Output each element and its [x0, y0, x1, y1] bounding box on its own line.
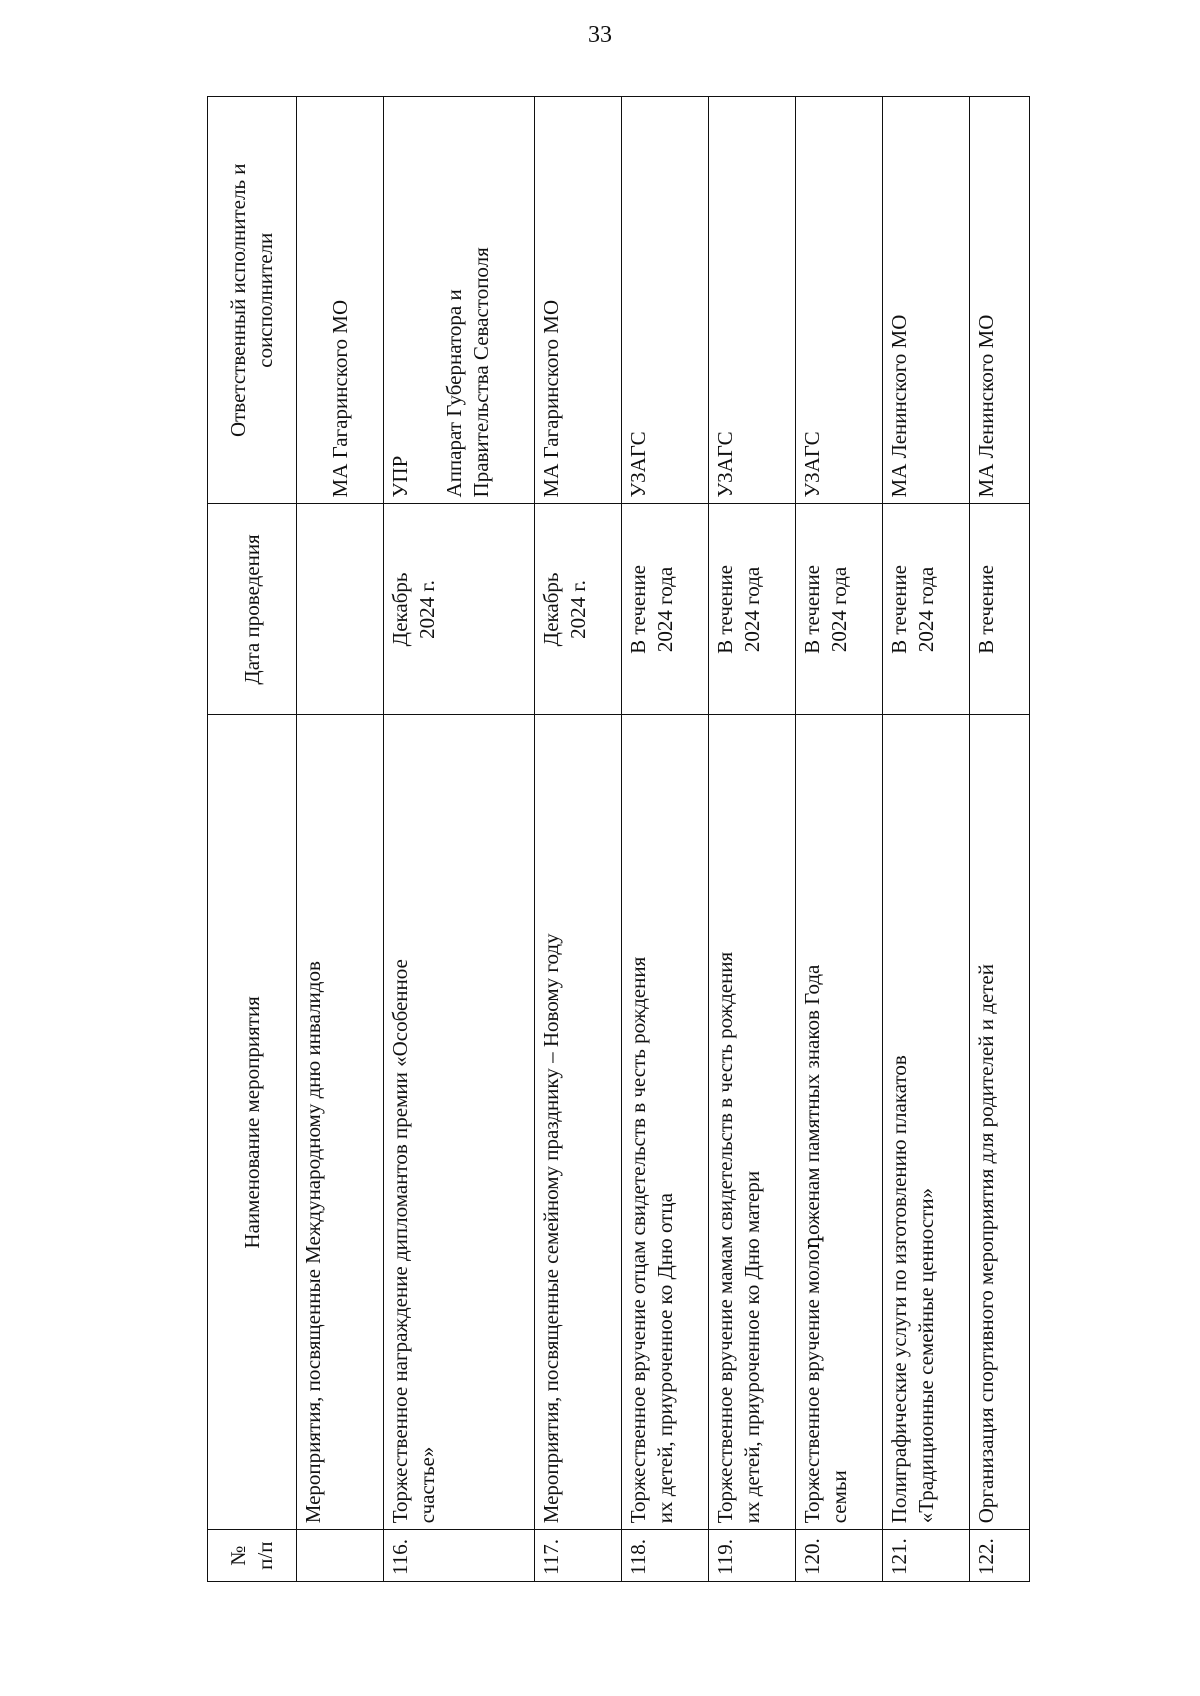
cell-responsible: УЗАГС: [708, 96, 796, 504]
rotated-table-wrapper: № п/п Наименование мероприятия Дата пров…: [207, 96, 1030, 1582]
table-row: 121. Полиграфические услуги по изготовле…: [882, 96, 970, 1582]
cell-date: Декабрь 2024 г.: [383, 503, 535, 715]
cell-num: 122.: [969, 1529, 1030, 1582]
table-row: Мероприятия, посвященные Международному …: [296, 96, 384, 1582]
table-row: 116. Торжественное награждение дипломант…: [383, 96, 535, 1582]
cell-date: В течение 2024 года: [882, 503, 970, 715]
cell-name: Мероприятия, посвященные семейному празд…: [534, 714, 622, 1530]
cell-date: В течение 2024 года: [621, 503, 709, 715]
cell-responsible: МА Гагаринского МО: [296, 96, 384, 504]
cell-responsible: МА Ленинского МО: [969, 96, 1030, 504]
cell-responsible: УЗАГС: [795, 96, 883, 504]
cell-responsible: УПР Аппарат Губернатора и Правительства …: [383, 96, 535, 504]
cell-num: 119.: [708, 1529, 796, 1582]
cell-responsible: МА Ленинского МО: [882, 96, 970, 504]
cell-responsible: МА Гагаринского МО: [534, 96, 622, 504]
cell-name: Торжественное вручение молоդоженам памят…: [795, 714, 883, 1530]
cell-name: Мероприятия, посвященные Международному …: [296, 714, 384, 1530]
cell-date: В течение 2024 года: [795, 503, 883, 715]
header-date: Дата проведения: [207, 503, 297, 715]
table-row: 122. Организация спортивного мероприятия…: [969, 96, 1030, 1582]
cell-name: Торжественное вручение отцам свидетельст…: [621, 714, 709, 1530]
cell-num: [296, 1529, 384, 1582]
cell-name: Торжественное вручение мамам свидетельст…: [708, 714, 796, 1530]
header-name: Наименование мероприятия: [207, 714, 297, 1530]
cell-num: 121.: [882, 1529, 970, 1582]
cell-date: В течение: [969, 503, 1030, 715]
table-row: 120. Торжественное вручение молоդоженам …: [795, 96, 883, 1582]
cell-date: [296, 503, 384, 715]
cell-date: В течение 2024 года: [708, 503, 796, 715]
page-number: 33: [588, 22, 612, 48]
table-row: 119. Торжественное вручение мамам свидет…: [708, 96, 796, 1582]
table-header-row: № п/п Наименование мероприятия Дата пров…: [207, 96, 297, 1582]
cell-num: 118.: [621, 1529, 709, 1582]
cell-num: 117.: [534, 1529, 622, 1582]
table-row: 118. Торжественное вручение отцам свидет…: [621, 96, 709, 1582]
events-table: № п/п Наименование мероприятия Дата пров…: [207, 96, 1030, 1582]
cell-num: 116.: [383, 1529, 535, 1582]
cell-num: 120.: [795, 1529, 883, 1582]
cell-name: Торжественное награждение дипломантов пр…: [383, 714, 535, 1530]
header-num: № п/п: [207, 1529, 297, 1582]
cell-responsible: УЗАГС: [621, 96, 709, 504]
cell-name: Организация спортивного мероприятия для …: [969, 714, 1030, 1530]
header-responsible: Ответственный исполнитель и соисполнител…: [207, 96, 297, 504]
table-row: 117. Мероприятия, посвященные семейному …: [534, 96, 622, 1582]
cell-date: Декабрь 2024 г.: [534, 503, 622, 715]
cell-name: Полиграфические услуги по изготовлению п…: [882, 714, 970, 1530]
